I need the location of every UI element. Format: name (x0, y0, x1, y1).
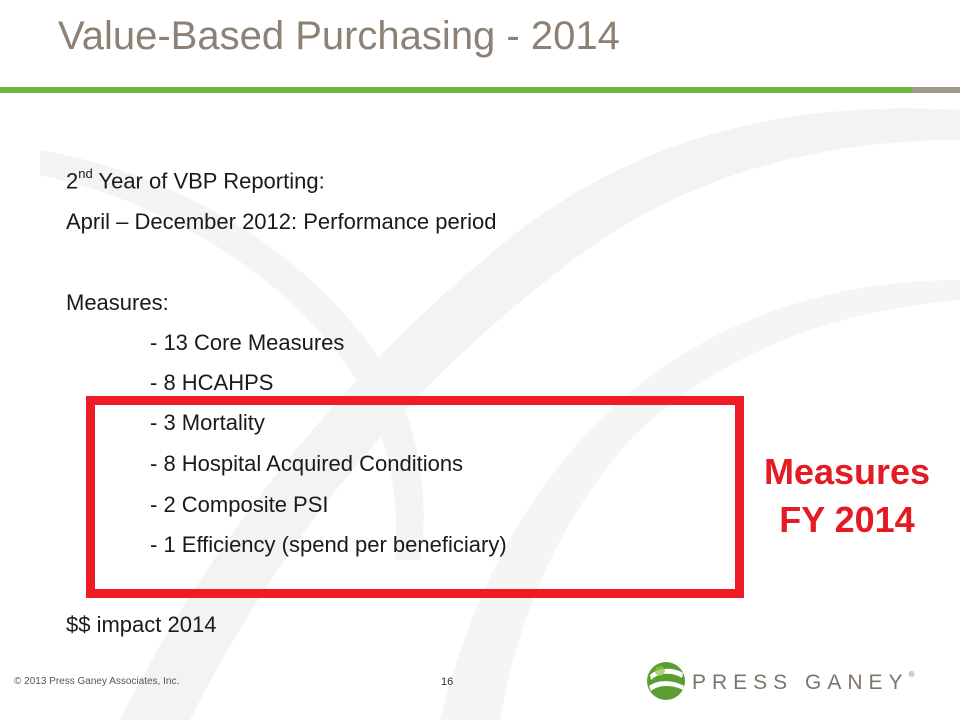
highlight-box (86, 396, 744, 598)
logo-wordmark-text: PRESS GANEY (692, 671, 909, 694)
year-number: 2 (66, 168, 79, 194)
slide-title: Value-Based Purchasing - 2014 (58, 14, 620, 58)
measure-item-hac: - 8 Hospital Acquired Conditions (150, 451, 464, 476)
reporting-year-line: 2nd Year of VBP Reporting: (66, 166, 325, 194)
measure-item-core: - 13 Core Measures (150, 330, 345, 355)
logo-wordmark: PRESS GANEY® (692, 670, 915, 695)
measure-item-hcahps: - 8 HCAHPS (150, 370, 274, 395)
measure-item-efficiency: - 1 Efficiency (spend per beneficiary) (150, 532, 507, 557)
title-rule-grey (912, 87, 960, 93)
measure-item-mortality: - 3 Mortality (150, 410, 265, 435)
press-ganey-logo: PRESS GANEY® (646, 659, 946, 705)
fy2014-callout: Measures FY 2014 (740, 448, 954, 544)
registered-mark: ® (908, 670, 915, 679)
logo-sphere-icon (647, 662, 685, 700)
callout-line-2: FY 2014 (779, 499, 915, 540)
measures-heading: Measures: (66, 290, 169, 315)
year-ordinal: nd (78, 166, 93, 181)
callout-line-1: Measures (763, 451, 931, 492)
page-number: 16 (441, 676, 454, 688)
performance-period-line: April – December 2012: Performance perio… (66, 209, 497, 234)
copyright-notice: © 2013 Press Ganey Associates, Inc. (14, 676, 180, 687)
measure-item-psi: - 2 Composite PSI (150, 492, 329, 517)
year-text: Year of VBP Reporting: (92, 168, 325, 194)
impact-line: $$ impact 2014 (66, 612, 217, 637)
title-rule-green (0, 87, 912, 93)
